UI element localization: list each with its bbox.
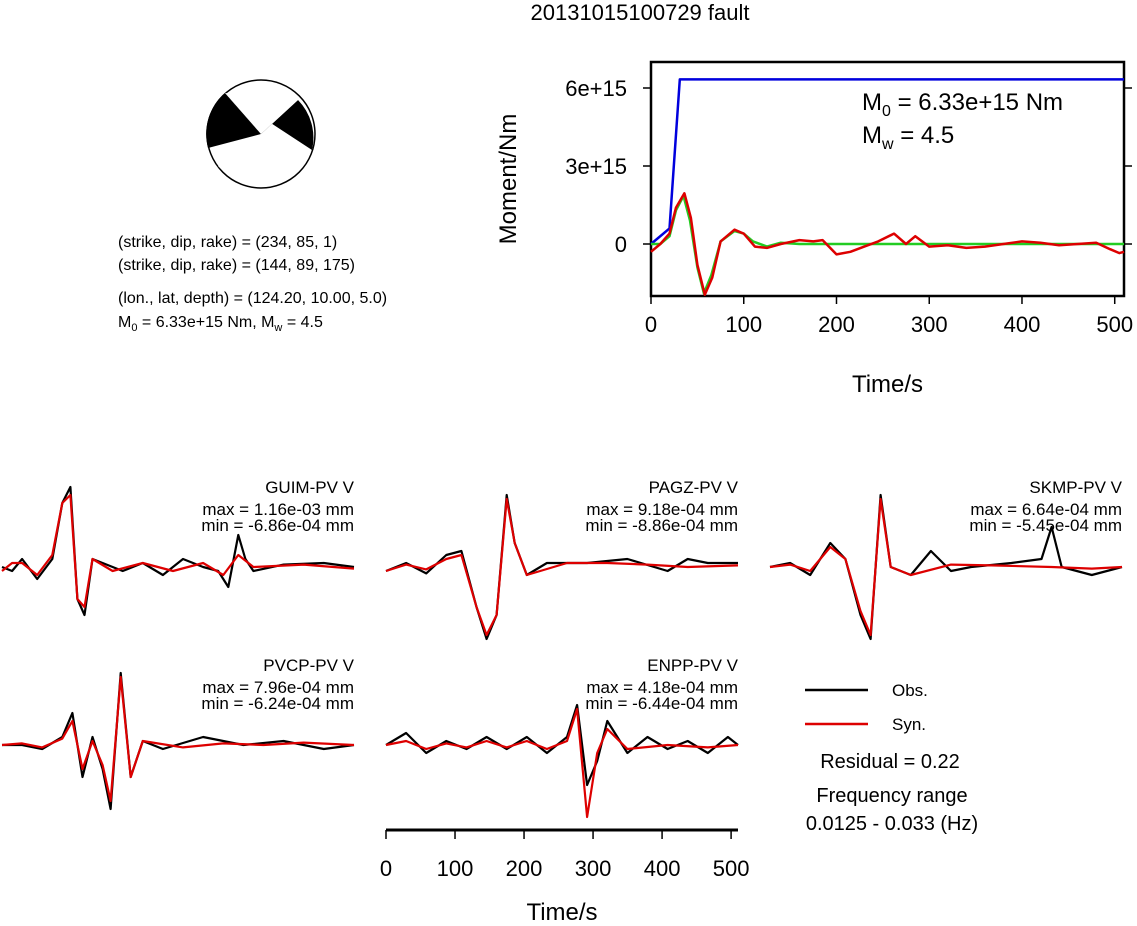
moment-summary: M0 = 6.33e+15 Nm, Mw = 4.5 <box>118 314 323 334</box>
moment-y-axis-label: Moment/Nm <box>495 114 522 245</box>
station-label-skmp: SKMP-PV V <box>1029 478 1122 497</box>
moment-x-tick-label: 200 <box>818 312 855 337</box>
station-max-pagz: max = 9.18e-04 mm <box>586 500 738 519</box>
station-max-guim: max = 1.16e-03 mm <box>202 500 354 519</box>
moment-plot-frame <box>649 60 1126 298</box>
moment-curve <box>650 78 1124 245</box>
waveform-syn-pvcp <box>1 675 355 803</box>
strike-dip-rake-1: (strike, dip, rake) = (234, 85, 1) <box>118 234 337 251</box>
station-label-guim: GUIM-PV V <box>265 478 354 497</box>
legend-obs-label: Obs. <box>892 681 928 700</box>
waveform-x-tick-label: 200 <box>506 856 543 881</box>
station-max-skmp: max = 6.64e-04 mm <box>970 500 1122 519</box>
station-label-enpp: ENPP-PV V <box>647 656 738 675</box>
moment-x-tick-label: 300 <box>911 312 948 337</box>
moment-x-tick-label: 0 <box>645 312 657 337</box>
beachball <box>206 79 316 189</box>
frequency-value: 0.0125 - 0.033 (Hz) <box>806 813 978 835</box>
strike-dip-rake-2: (strike, dip, rake) = (144, 89, 175) <box>118 257 355 274</box>
waveform-syn-enpp <box>385 707 739 819</box>
residual-text: Residual = 0.22 <box>820 751 960 773</box>
waveform-x-tick-label: 100 <box>437 856 474 881</box>
moment-m0-text: M0 = 6.33e+15 Nm <box>862 89 1063 120</box>
station-max-enpp: max = 4.18e-04 mm <box>586 678 738 697</box>
moment-x-tick-label: 400 <box>1004 312 1041 337</box>
waveform-x-axis-label: Time/s <box>526 899 597 926</box>
moment-rate-panel: 0 100 200 300 400 500 0 3e+15 6e+15 Time/s Moment/… <box>495 60 1133 398</box>
station-min-pvcp: min = -6.24e-04 mm <box>201 694 354 713</box>
waveform-x-tick-label: 0 <box>380 856 392 881</box>
waveform-syn-pagz <box>385 497 739 637</box>
legend-syn-label: Syn. <box>892 715 926 734</box>
moment-mw-text: Mw = 4.5 <box>862 122 954 153</box>
station-label-pagz: PAGZ-PV V <box>649 478 739 497</box>
station-label-pvcp: PVCP-PV V <box>263 656 354 675</box>
moment-y-tick-label: 3e+15 <box>565 154 627 179</box>
location-depth: (lon., lat, depth) = (124.20, 10.00, 5.0… <box>118 290 387 307</box>
moment-y-tick-label: 0 <box>615 232 627 257</box>
moment-x-tick-label: 500 <box>1096 312 1133 337</box>
source-rate-curve <box>650 192 1125 296</box>
waveform-x-tick-label: 500 <box>713 856 750 881</box>
waveform-x-tick-label: 300 <box>575 856 612 881</box>
waveform-syn-guim <box>1 493 355 609</box>
moment-y-tick-label: 6e+15 <box>565 76 627 101</box>
station-min-skmp: min = -5.45e-04 mm <box>969 516 1122 535</box>
figure-title: 20131015100729 fault <box>531 0 750 25</box>
station-min-enpp: min = -6.44e-04 mm <box>585 694 738 713</box>
moment-x-axis-label: Time/s <box>852 371 923 398</box>
station-min-pagz: min = -8.86e-04 mm <box>585 516 738 535</box>
frequency-title: Frequency range <box>816 785 967 807</box>
moment-x-tick-label: 100 <box>725 312 762 337</box>
waveform-syn-skmp <box>769 497 1123 637</box>
waveform-x-tick-label: 400 <box>644 856 681 881</box>
legend: Obs. Syn. Residual = 0.22 Frequency rang… <box>805 681 978 835</box>
station-max-pvcp: max = 7.96e-04 mm <box>202 678 354 697</box>
station-min-guim: min = -6.86e-04 mm <box>201 516 354 535</box>
